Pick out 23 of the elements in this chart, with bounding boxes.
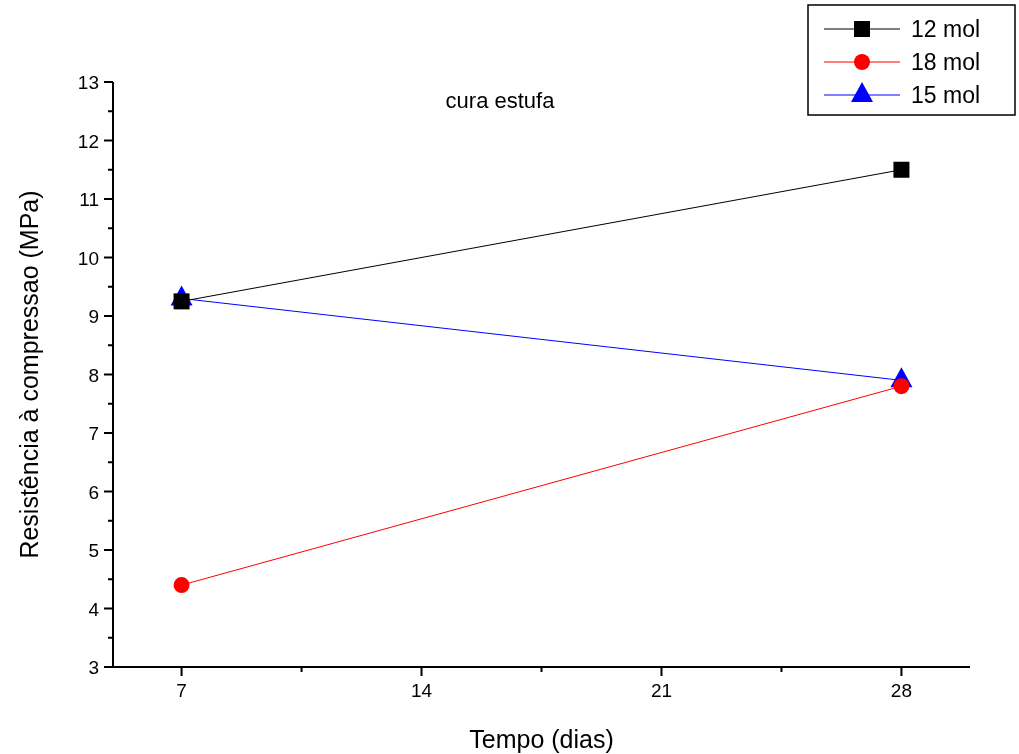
y-tick-label: 6 <box>88 481 99 503</box>
y-axis-title: Resistência à compressao (MPa) <box>15 190 43 559</box>
y-tick-label: 7 <box>88 423 99 444</box>
y-tick-label: 12 <box>77 130 99 152</box>
x-tick-label: 21 <box>650 680 673 701</box>
y-tick-label: 4 <box>88 598 100 620</box>
chart-title: cura estufa <box>445 88 556 113</box>
y-tick-label: 10 <box>77 247 99 269</box>
legend-label: 12 mol <box>911 16 981 42</box>
legend-label: 15 mol <box>911 82 981 108</box>
y-tick-label: 11 <box>79 189 99 210</box>
y-tick-label: 8 <box>88 364 99 386</box>
y-tick-label: 13 <box>77 72 99 93</box>
legend-label: 18 mol <box>911 49 981 75</box>
y-tick-label: 9 <box>88 306 99 327</box>
x-axis-title: Tempo (dias) <box>469 725 614 753</box>
x-tick-label: 7 <box>176 680 187 701</box>
x-tick-label: 14 <box>410 680 433 701</box>
point <box>173 577 190 594</box>
point <box>893 161 910 178</box>
x-tick-label: 28 <box>890 680 913 701</box>
y-tick-label: 5 <box>88 540 99 561</box>
y-tick-label: 3 <box>88 657 99 678</box>
